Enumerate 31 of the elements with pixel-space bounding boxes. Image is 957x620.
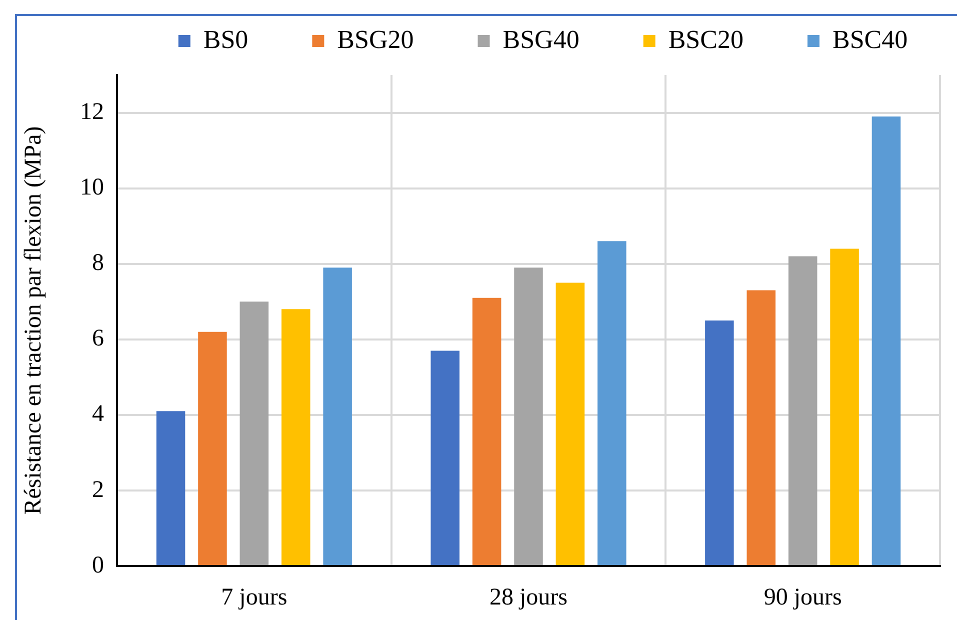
legend-label: BSG20 [337, 24, 414, 54]
bar [472, 298, 502, 565]
legend-label: BSC40 [832, 24, 908, 54]
bar [156, 411, 186, 565]
bar [240, 302, 269, 565]
bar [281, 309, 310, 565]
y-tick-label: 8 [92, 250, 104, 276]
x-tick-label: 90 jours [764, 584, 842, 611]
x-tick-label: 28 jours [490, 584, 568, 611]
y-tick-label: 0 [92, 552, 104, 578]
y-tick-label: 10 [80, 174, 104, 201]
bar [830, 248, 859, 565]
legend-label: BS0 [203, 24, 248, 54]
legend-label: BSC20 [668, 24, 744, 54]
y-tick-label: 2 [92, 476, 104, 503]
bar [598, 241, 626, 565]
bar [788, 256, 818, 565]
x-tick-label: 7 jours [221, 584, 288, 611]
bar [556, 282, 585, 565]
y-tick-label: 4 [92, 401, 104, 428]
bar [872, 116, 901, 565]
bar [323, 268, 352, 565]
y-axis-title: Résistance en traction par flexion (MPa) [20, 126, 47, 515]
bar [430, 350, 460, 565]
y-tick-label: 6 [92, 326, 104, 352]
bar [198, 332, 227, 565]
bar [746, 290, 776, 565]
bar [514, 268, 543, 565]
bar [705, 320, 734, 565]
y-tick-label: 12 [80, 99, 104, 126]
legend-label: BSG40 [502, 24, 580, 54]
